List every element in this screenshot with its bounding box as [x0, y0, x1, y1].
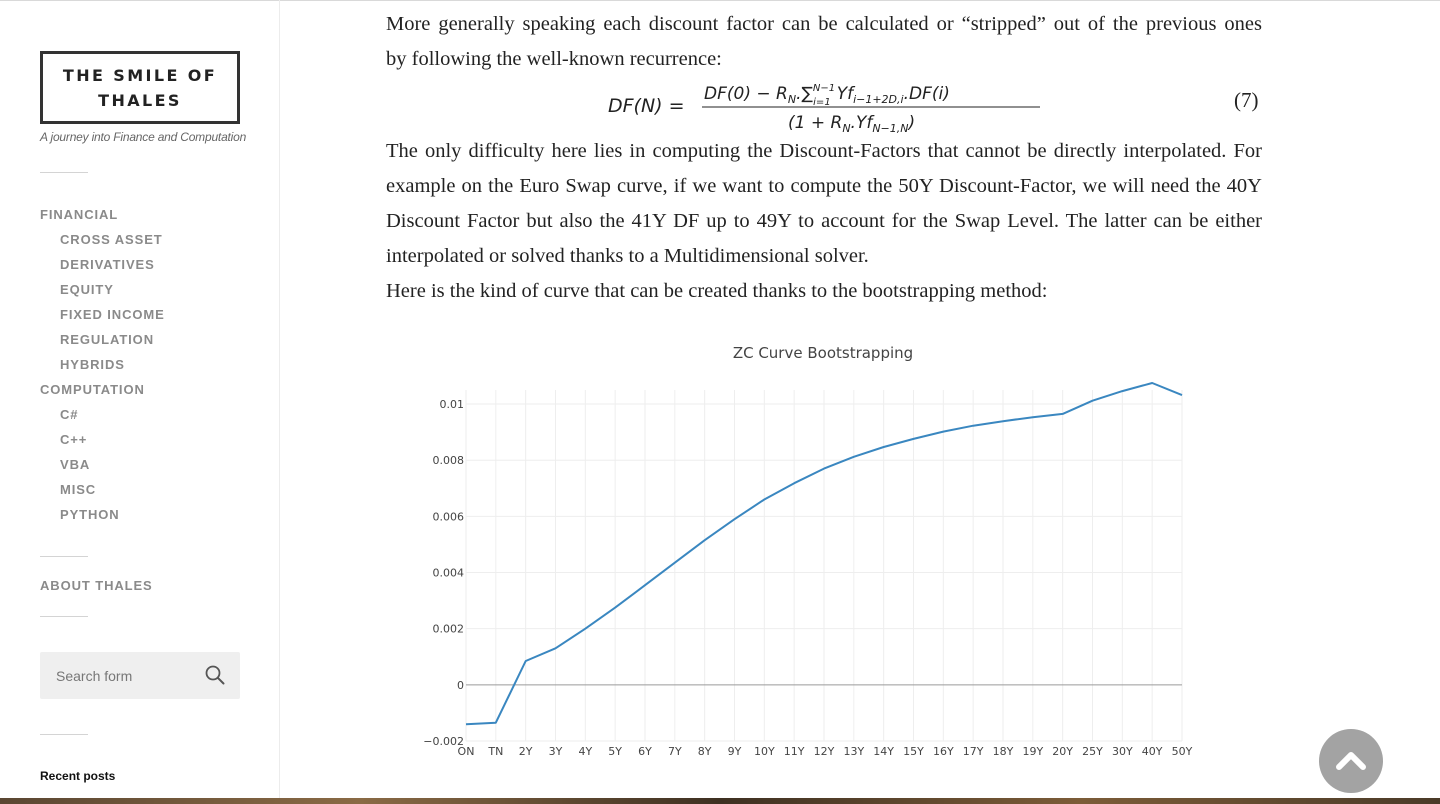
- equation-number: (7): [1234, 88, 1259, 112]
- x-tick-label: 4Y: [578, 745, 592, 758]
- site-logo[interactable]: THE SMILE OF THALES: [40, 51, 240, 124]
- x-tick-label: 8Y: [698, 745, 712, 758]
- top-border: [0, 0, 1440, 1]
- nav-cpp[interactable]: C++: [60, 432, 88, 447]
- x-tick-label: 2Y: [519, 745, 533, 758]
- chart: ZC Curve Bootstrapping −0.002 0 0.002 0.004…: [400, 330, 1220, 770]
- nav-python[interactable]: PYTHON: [60, 507, 120, 522]
- x-tick-label: 40Y: [1142, 745, 1163, 758]
- x-tick-label: 50Y: [1172, 745, 1193, 758]
- x-tick-label: 14Y: [873, 745, 894, 758]
- nav-csharp[interactable]: C#: [60, 407, 79, 422]
- nav-fixed-income[interactable]: FIXED INCOME: [60, 307, 165, 322]
- site-title: THE SMILE OF THALES: [62, 65, 218, 110]
- chevron-up-icon: [1336, 752, 1366, 770]
- chart-svg: −0.002 0 0.002 0.004 0.006 0.008 0.01 ON TN 2Y 3Y 4…: [423, 382, 1193, 758]
- x-tick-label: 19Y: [1022, 745, 1043, 758]
- nav-equity[interactable]: EQUITY: [60, 282, 114, 297]
- nav-financial[interactable]: FINANCIAL: [40, 207, 119, 222]
- nav-computation[interactable]: COMPUTATION: [40, 382, 145, 397]
- separator: [40, 616, 88, 617]
- y-tick-label: 0.006: [433, 510, 465, 523]
- svg-text:DF(N) =: DF(N) =: [608, 95, 685, 117]
- x-tick-label: 10Y: [754, 745, 775, 758]
- x-tick-label: 17Y: [963, 745, 984, 758]
- nav-regulation[interactable]: REGULATION: [60, 332, 154, 347]
- sidebar: THE SMILE OF THALES A journey into Finan…: [0, 0, 280, 804]
- paragraph-line: by following the well-known recurrence:: [386, 48, 722, 70]
- search-form: [40, 652, 240, 699]
- y-tick-label: 0.004: [433, 567, 465, 580]
- recent-posts-heading: Recent posts: [40, 769, 116, 783]
- nav-hybrids[interactable]: HYBRIDS: [60, 357, 125, 372]
- paragraph: The only difficulty here lies in computi…: [386, 140, 1262, 267]
- paragraph: Here is the kind of curve that can be cr…: [386, 280, 1048, 302]
- x-tick-label: 11Y: [784, 745, 805, 758]
- back-to-top-button[interactable]: [1319, 729, 1383, 793]
- x-tick-label: 30Y: [1112, 745, 1133, 758]
- x-tick-label: 12Y: [814, 745, 835, 758]
- x-tick-label: ON: [458, 745, 475, 758]
- y-tick-label: 0.01: [440, 398, 465, 411]
- x-tick-label: 16Y: [933, 745, 954, 758]
- nav-derivatives[interactable]: DERIVATIVES: [60, 257, 155, 272]
- svg-text:(1 + RN.YfN−1,N): (1 + RN.YfN−1,N): [788, 113, 915, 135]
- nav-about[interactable]: ABOUT THALES: [40, 578, 153, 593]
- x-tick-label: 20Y: [1052, 745, 1073, 758]
- y-tick-label: −0.002: [423, 735, 464, 748]
- separator: [40, 734, 88, 735]
- x-tick-label: 7Y: [668, 745, 682, 758]
- separator: [40, 172, 88, 173]
- x-tick-label: 18Y: [993, 745, 1014, 758]
- x-tick-label: 3Y: [549, 745, 563, 758]
- x-tick-label: 13Y: [843, 745, 864, 758]
- nav-vba[interactable]: VBA: [60, 457, 91, 472]
- x-tick-label: 25Y: [1082, 745, 1103, 758]
- y-tick-label: 0: [457, 679, 464, 692]
- separator: [40, 556, 88, 557]
- footer-strip: [0, 798, 1440, 804]
- site-tagline: A journey into Finance and Computation: [40, 130, 247, 144]
- paragraph-line: More generally speaking each discount fa…: [386, 13, 1262, 35]
- search-input[interactable]: [54, 664, 198, 688]
- series-line: [465, 382, 1183, 726]
- nav-misc[interactable]: MISC: [60, 482, 97, 497]
- y-tick-label: 0.002: [433, 623, 465, 636]
- y-tick-label: 0.008: [433, 454, 465, 467]
- x-tick-label: 6Y: [638, 745, 652, 758]
- x-tick-label: 15Y: [903, 745, 924, 758]
- x-tick-label: TN: [487, 745, 503, 758]
- x-tick-label: 9Y: [728, 745, 742, 758]
- chart-title: ZC Curve Bootstrapping: [732, 344, 914, 362]
- nav-cross-asset[interactable]: CROSS ASSET: [60, 232, 163, 247]
- search-icon[interactable]: [204, 664, 228, 688]
- x-tick-label: 5Y: [608, 745, 622, 758]
- equation: DF(N) = DF(0) − RN.∑N−1 i=1 Yfi−1+2D,i.DF(…: [608, 76, 1068, 136]
